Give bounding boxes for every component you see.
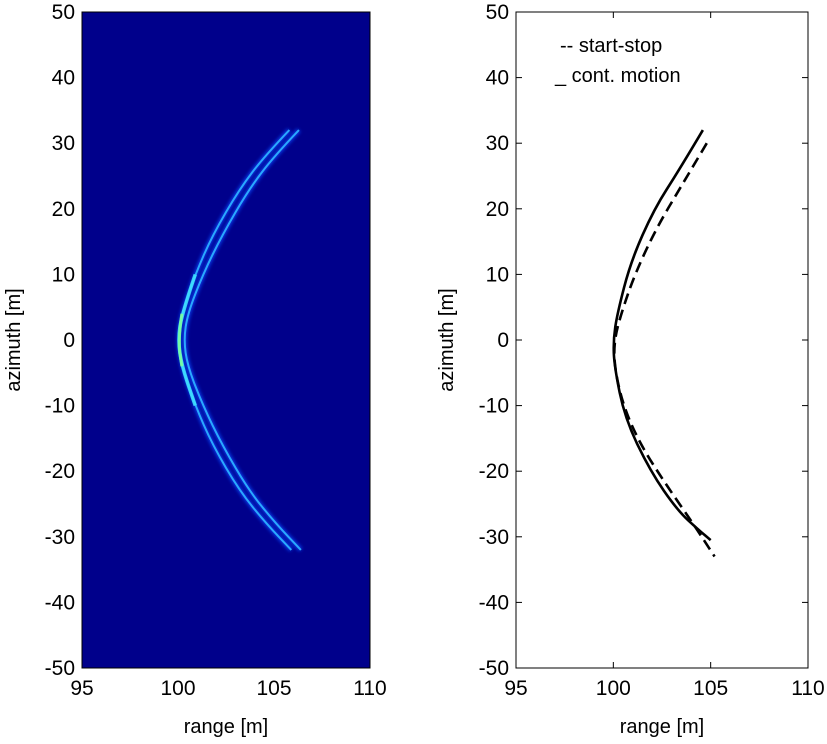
- y-tick-label: 20: [486, 198, 509, 221]
- left-x-axis-label: range [m]: [184, 716, 268, 738]
- x-tick-label: 110: [791, 677, 824, 700]
- right-plot-frame: [515, 11, 809, 669]
- y-tick-label: 30: [486, 132, 509, 155]
- y-tick-label: -40: [479, 591, 509, 614]
- y-tick-label: 50: [486, 1, 509, 24]
- right-x-axis-label: range [m]: [620, 716, 704, 738]
- y-tick-label: -10: [45, 395, 75, 418]
- right-series-lines: [612, 129, 716, 558]
- series-line-cont-motion: [612, 129, 712, 542]
- y-tick-label: -40: [45, 591, 75, 614]
- left-plot-frame: [81, 11, 371, 669]
- y-tick-label: -10: [479, 395, 509, 418]
- signal-arc: [183, 129, 302, 551]
- y-tick-label: 50: [52, 1, 75, 24]
- left-y-axis-label: azimuth [m]: [3, 288, 25, 391]
- x-tick-label: 100: [160, 677, 195, 700]
- signal-apex-peak: [177, 313, 184, 367]
- x-tick-label: 95: [70, 677, 93, 700]
- right-y-axis-label: azimuth [m]: [436, 288, 458, 391]
- y-tick-label: 0: [63, 329, 75, 352]
- y-tick-label: 10: [486, 263, 509, 286]
- x-tick-label: 100: [596, 677, 631, 700]
- y-tick-label: 30: [52, 132, 75, 155]
- y-tick-label: 20: [52, 198, 75, 221]
- y-tick-label: -30: [479, 526, 509, 549]
- x-tick-label: 95: [504, 677, 527, 700]
- y-tick-label: -50: [45, 657, 75, 680]
- y-tick-label: -20: [479, 460, 509, 483]
- y-tick-label: 0: [497, 329, 509, 352]
- y-tick-label: -20: [45, 460, 75, 483]
- x-tick-label: 110: [353, 677, 386, 700]
- y-tick-label: -30: [45, 526, 75, 549]
- heatmap-signal-arcs: [176, 128, 303, 552]
- legend-entry-start-stop: -- start-stop: [560, 35, 662, 57]
- x-tick-label: 105: [256, 677, 291, 700]
- x-tick-label: 105: [693, 677, 728, 700]
- y-tick-label: -50: [479, 657, 509, 680]
- heatmap-background: [82, 12, 370, 668]
- y-tick-label: 10: [52, 263, 75, 286]
- legend-entry-cont-motion: _ cont. motion: [554, 65, 681, 87]
- y-tick-label: 40: [52, 67, 75, 90]
- y-tick-label: 40: [486, 67, 509, 90]
